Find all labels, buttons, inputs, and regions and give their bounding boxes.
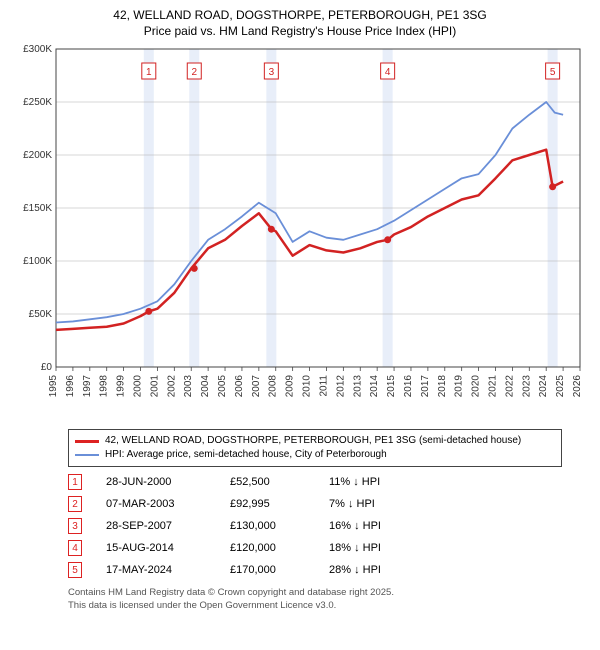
legend-swatch-red xyxy=(75,440,99,443)
title-line-2: Price paid vs. HM Land Registry's House … xyxy=(8,24,592,40)
sale-marker-4: 4 xyxy=(68,540,82,556)
svg-text:1: 1 xyxy=(146,67,152,78)
svg-text:£200K: £200K xyxy=(23,150,52,161)
legend-label-property: 42, WELLAND ROAD, DOGSTHORPE, PETERBOROU… xyxy=(105,434,521,448)
svg-text:5: 5 xyxy=(550,67,556,78)
sale-delta: 18% ↓ HPI xyxy=(329,542,419,554)
svg-text:2020: 2020 xyxy=(471,375,482,398)
sale-delta: 7% ↓ HPI xyxy=(329,498,419,510)
legend-item-property: 42, WELLAND ROAD, DOGSTHORPE, PETERBOROU… xyxy=(75,434,555,448)
svg-text:2001: 2001 xyxy=(149,375,160,398)
sale-date: 28-JUN-2000 xyxy=(106,476,206,488)
svg-text:2008: 2008 xyxy=(268,375,279,398)
sale-delta: 11% ↓ HPI xyxy=(329,476,419,488)
sale-date: 17-MAY-2024 xyxy=(106,564,206,576)
svg-text:2017: 2017 xyxy=(420,375,431,398)
sale-price: £120,000 xyxy=(230,542,305,554)
svg-text:2013: 2013 xyxy=(352,375,363,398)
svg-text:1995: 1995 xyxy=(48,375,59,398)
svg-text:£250K: £250K xyxy=(23,97,52,108)
footer-line-2: This data is licensed under the Open Gov… xyxy=(68,600,562,612)
legend: 42, WELLAND ROAD, DOGSTHORPE, PETERBOROU… xyxy=(68,429,562,467)
sale-delta: 16% ↓ HPI xyxy=(329,520,419,532)
svg-text:1999: 1999 xyxy=(116,375,127,398)
sales-table: 1 28-JUN-2000 £52,500 11% ↓ HPI 2 07-MAR… xyxy=(68,471,562,581)
sale-price: £170,000 xyxy=(230,564,305,576)
svg-text:£0: £0 xyxy=(41,362,53,373)
table-row: 5 17-MAY-2024 £170,000 28% ↓ HPI xyxy=(68,559,562,581)
legend-item-hpi: HPI: Average price, semi-detached house,… xyxy=(75,448,555,462)
svg-text:2022: 2022 xyxy=(504,375,515,398)
svg-text:£50K: £50K xyxy=(29,309,53,320)
svg-text:2000: 2000 xyxy=(133,375,144,398)
svg-text:3: 3 xyxy=(269,67,275,78)
svg-text:2003: 2003 xyxy=(183,375,194,398)
sale-marker-1: 1 xyxy=(68,474,82,490)
chart-plot: £0 £50K £100K £150K £200K £250K £300K 1995 1996 1… xyxy=(8,43,592,423)
footer-line-1: Contains HM Land Registry data © Crown c… xyxy=(68,587,562,599)
sale-marker-5: 5 xyxy=(68,562,82,578)
svg-text:2014: 2014 xyxy=(369,375,380,398)
title-line-1: 42, WELLAND ROAD, DOGSTHORPE, PETERBOROU… xyxy=(8,8,592,24)
svg-text:2006: 2006 xyxy=(234,375,245,398)
svg-text:1997: 1997 xyxy=(82,375,93,398)
svg-text:1996: 1996 xyxy=(65,375,76,398)
svg-text:£300K: £300K xyxy=(23,44,52,55)
svg-text:2012: 2012 xyxy=(335,375,346,398)
svg-text:2016: 2016 xyxy=(403,375,414,398)
svg-text:2026: 2026 xyxy=(572,375,583,398)
sale-date: 07-MAR-2003 xyxy=(106,498,206,510)
sale-delta: 28% ↓ HPI xyxy=(329,564,419,576)
table-row: 4 15-AUG-2014 £120,000 18% ↓ HPI xyxy=(68,537,562,559)
chart-title: 42, WELLAND ROAD, DOGSTHORPE, PETERBOROU… xyxy=(8,8,592,39)
svg-text:2002: 2002 xyxy=(166,375,177,398)
sale-price: £52,500 xyxy=(230,476,305,488)
svg-text:2021: 2021 xyxy=(487,375,498,398)
sale-marker-3: 3 xyxy=(68,518,82,534)
sale-price: £92,995 xyxy=(230,498,305,510)
svg-text:1998: 1998 xyxy=(99,375,110,398)
svg-text:2019: 2019 xyxy=(454,375,465,398)
svg-text:2015: 2015 xyxy=(386,375,397,398)
line-chart-svg: £0 £50K £100K £150K £200K £250K £300K 1995 1996 1… xyxy=(8,43,592,423)
svg-text:£100K: £100K xyxy=(23,256,52,267)
sale-marker-2: 2 xyxy=(68,496,82,512)
svg-text:2005: 2005 xyxy=(217,375,228,398)
svg-text:2004: 2004 xyxy=(200,375,211,398)
svg-text:2010: 2010 xyxy=(302,375,313,398)
sale-date: 28-SEP-2007 xyxy=(106,520,206,532)
svg-text:2011: 2011 xyxy=(318,375,329,397)
table-row: 2 07-MAR-2003 £92,995 7% ↓ HPI xyxy=(68,493,562,515)
svg-text:4: 4 xyxy=(385,67,391,78)
legend-label-hpi: HPI: Average price, semi-detached house,… xyxy=(105,448,387,462)
svg-text:£150K: £150K xyxy=(23,203,52,214)
svg-text:2: 2 xyxy=(191,67,197,78)
svg-text:2018: 2018 xyxy=(437,375,448,398)
legend-swatch-blue xyxy=(75,454,99,456)
svg-text:2023: 2023 xyxy=(521,375,532,398)
table-row: 1 28-JUN-2000 £52,500 11% ↓ HPI xyxy=(68,471,562,493)
svg-text:2009: 2009 xyxy=(285,375,296,398)
footer-attribution: Contains HM Land Registry data © Crown c… xyxy=(68,587,562,612)
svg-text:2025: 2025 xyxy=(555,375,566,398)
sale-price: £130,000 xyxy=(230,520,305,532)
sale-date: 15-AUG-2014 xyxy=(106,542,206,554)
table-row: 3 28-SEP-2007 £130,000 16% ↓ HPI xyxy=(68,515,562,537)
svg-text:2007: 2007 xyxy=(251,375,262,398)
svg-text:2024: 2024 xyxy=(538,375,549,398)
